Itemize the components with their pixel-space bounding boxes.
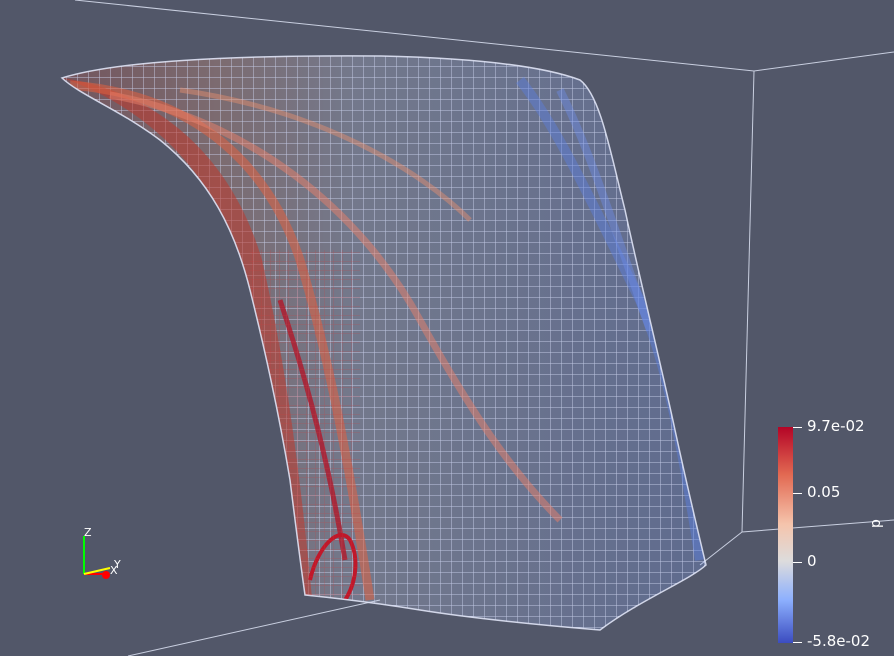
x-axis-tip bbox=[102, 571, 110, 579]
orientation-axes: Z X Y bbox=[70, 520, 130, 590]
scalar-bar-tick-mid bbox=[793, 493, 802, 494]
scalar-bar-title: p bbox=[868, 519, 884, 528]
scalar-bar-tick-min bbox=[793, 642, 802, 643]
mesh-surface[interactable] bbox=[50, 50, 730, 640]
scalar-bar-label-zero: 0 bbox=[807, 552, 817, 570]
y-axis-line bbox=[83, 567, 111, 575]
axis-x-label: X bbox=[110, 564, 118, 577]
scalar-bar-tick-zero bbox=[793, 562, 802, 563]
bounding-box bbox=[74, 0, 894, 656]
scalar-bar-label-max: 9.7e-02 bbox=[807, 417, 865, 435]
scalar-bar-label-min: -5.8e-02 bbox=[807, 632, 870, 650]
scalar-bar-label-mid: 0.05 bbox=[807, 483, 841, 501]
axis-z-label: Z bbox=[84, 526, 92, 539]
scalar-bar bbox=[778, 427, 793, 643]
axis-y-label: Y bbox=[114, 558, 121, 571]
scalar-bar-tick-max bbox=[793, 427, 802, 428]
